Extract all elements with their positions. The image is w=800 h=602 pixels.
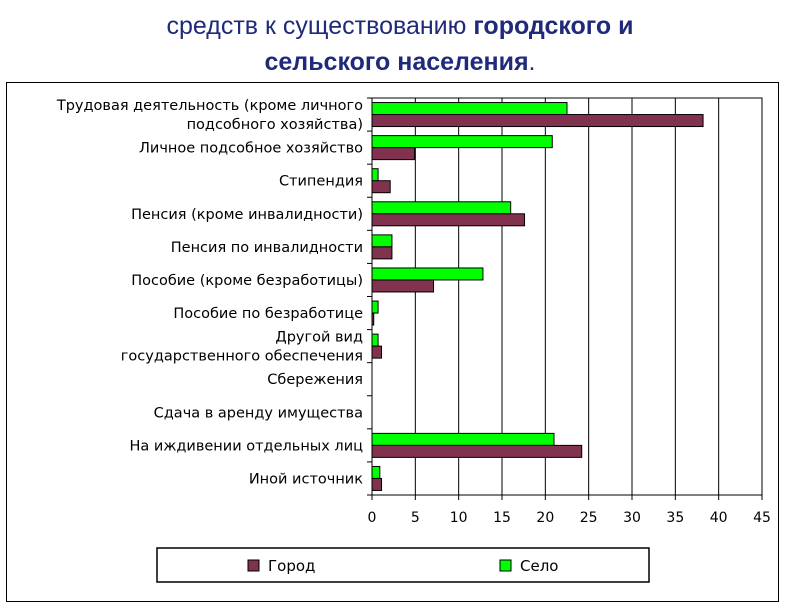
bar-gorod-4 xyxy=(371,246,393,260)
bar-selo-6 xyxy=(371,300,379,314)
x-tick-label-25: 25 xyxy=(580,510,598,526)
bar-gorod-2 xyxy=(371,180,391,194)
x-tick-label-15: 15 xyxy=(493,510,511,526)
category-label-5: Пособие (кроме безработицы) xyxy=(131,273,363,289)
bar-gorod-10 xyxy=(371,444,583,458)
bar-selo-2 xyxy=(371,168,379,182)
title-line-1-regular: средств к существованию xyxy=(166,12,474,40)
bar-gorod-11 xyxy=(371,477,383,491)
x-tick-label-30: 30 xyxy=(623,510,641,526)
category-label-1: Личное подсобное хозяйство xyxy=(139,141,363,157)
title-line-1: средств к существованию городского и xyxy=(0,8,800,44)
title-line-1-bold: городского и xyxy=(473,12,634,40)
legend-label-selo: Село xyxy=(520,557,558,575)
category-label-0-1: подсобного хозяйства) xyxy=(187,117,363,133)
category-label-2: Стипендия xyxy=(279,174,363,190)
legend-swatch-selo xyxy=(499,559,512,572)
x-tick-label-20: 20 xyxy=(536,510,554,526)
plot-area xyxy=(371,97,763,496)
category-label-0-0: Трудовая деятельность (кроме личного xyxy=(56,98,363,114)
bar-selo-7 xyxy=(371,333,379,347)
category-label-10: На иждивении отдельных лиц xyxy=(130,438,364,454)
bar-gorod-6 xyxy=(371,312,375,326)
x-tick-label-0: 0 xyxy=(368,510,377,526)
x-tick-label-5: 5 xyxy=(411,510,420,526)
bar-selo-5 xyxy=(371,267,484,281)
category-label-4: Пенсия по инвалидности xyxy=(171,240,363,256)
x-tick-label-45: 45 xyxy=(753,510,771,526)
category-label-8: Сбережения xyxy=(267,372,363,388)
bar-selo-4 xyxy=(371,234,393,248)
legend-box xyxy=(156,547,650,583)
category-label-7-0: Другой вид xyxy=(275,330,363,346)
bar-selo-1 xyxy=(371,135,553,149)
x-tick-label-35: 35 xyxy=(666,510,684,526)
bar-gorod-7 xyxy=(371,345,383,359)
category-label-7-1: государственного обеспечения xyxy=(121,349,363,365)
title-line-2-bold: сельского населения xyxy=(264,48,529,76)
x-tick-label-10: 10 xyxy=(450,510,468,526)
bar-gorod-5 xyxy=(371,279,435,293)
category-label-11: Иной источник xyxy=(249,471,363,487)
bar-selo-0 xyxy=(371,102,568,116)
bar-gorod-3 xyxy=(371,213,526,227)
bar-gorod-0 xyxy=(371,114,704,128)
legend-label-gorod: Город xyxy=(268,557,315,575)
slide-title: средств к существованию городского и сел… xyxy=(0,8,800,80)
category-label-3: Пенсия (кроме инвалидности) xyxy=(131,207,363,223)
title-line-2-end: . xyxy=(528,48,536,76)
category-label-9: Сдача в аренду имущества xyxy=(154,405,363,421)
bar-gorod-1 xyxy=(371,147,415,161)
bar-selo-3 xyxy=(371,201,512,215)
legend-swatch-gorod xyxy=(247,559,260,572)
category-label-6: Пособие по безработице xyxy=(173,306,363,322)
title-line-2: сельского населения. xyxy=(0,44,800,80)
bar-selo-11 xyxy=(371,465,381,479)
bar-selo-10 xyxy=(371,432,555,446)
x-tick-label-40: 40 xyxy=(710,510,728,526)
